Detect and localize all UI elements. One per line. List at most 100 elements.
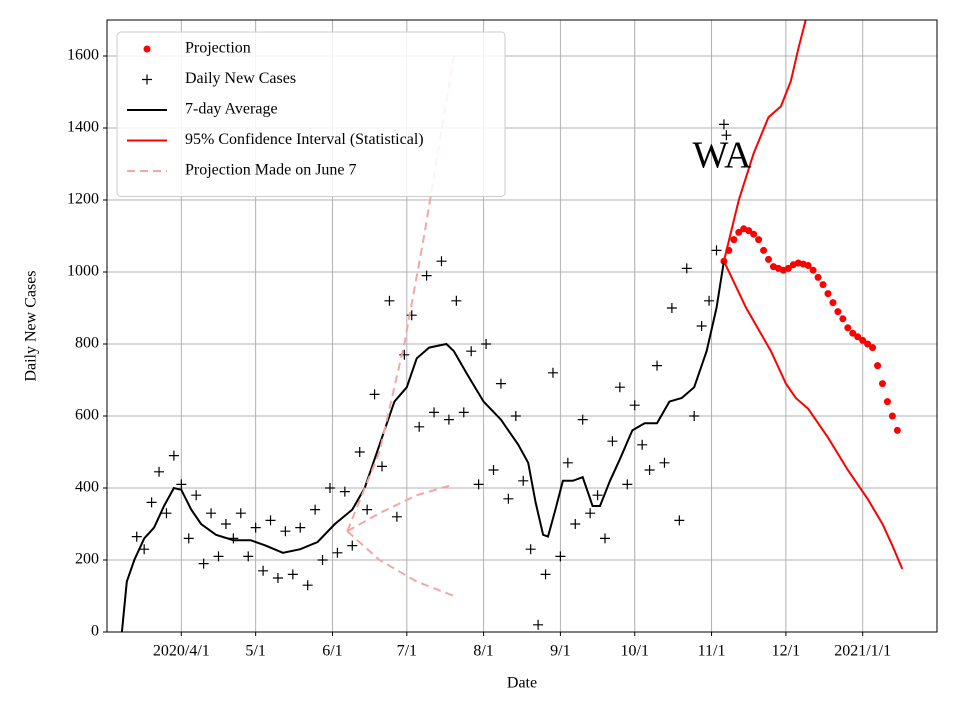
y-tick-label: 1200 [67, 191, 99, 208]
case-marker [681, 263, 692, 274]
case-marker [689, 411, 700, 421]
series-dashed-line [346, 483, 455, 533]
x-tick-label: 11/1 [698, 643, 726, 660]
projection-dot [804, 262, 812, 270]
case-marker [600, 533, 610, 544]
case-marker [711, 245, 722, 256]
case-marker [525, 544, 536, 555]
case-marker [721, 130, 732, 141]
case-marker [317, 555, 328, 565]
case-marker [235, 508, 246, 519]
case-marker [168, 450, 179, 461]
projection-dot [869, 344, 877, 352]
case-marker [473, 479, 484, 490]
case-marker [451, 295, 462, 306]
case-marker [377, 461, 388, 472]
case-marker [577, 414, 588, 425]
x-tick-label: 7/1 [397, 643, 417, 660]
case-marker [198, 558, 209, 569]
case-marker [614, 382, 625, 393]
projection-dot [750, 230, 758, 238]
projection-dot [878, 380, 886, 388]
case-marker [607, 436, 618, 447]
x-tick-label: 2021/1/1 [834, 643, 891, 660]
case-marker [592, 490, 603, 501]
case-marker [406, 310, 417, 321]
case-marker [421, 270, 432, 281]
case-marker [644, 465, 655, 475]
case-marker [295, 522, 306, 533]
x-tick-label: 2020/4/1 [153, 643, 210, 660]
case-marker [339, 486, 350, 497]
case-marker [622, 479, 633, 490]
case-marker [466, 346, 477, 357]
projection-dot [883, 398, 891, 406]
y-tick-label: 1000 [67, 263, 99, 280]
case-marker [332, 547, 343, 558]
case-marker [495, 378, 506, 389]
case-marker [481, 339, 492, 349]
case-marker [324, 483, 335, 493]
case-marker [696, 321, 707, 331]
legend-label: 7-day Average [185, 101, 278, 118]
projection-dot [735, 228, 743, 236]
x-tick-label: 5/1 [245, 643, 265, 660]
projection-dot [829, 299, 837, 307]
legend-label: Projection [185, 40, 251, 57]
case-marker [503, 493, 514, 504]
series-line [120, 261, 725, 632]
projection-dot [834, 308, 842, 316]
case-marker [518, 475, 529, 486]
projection-dot [765, 255, 773, 263]
case-marker [139, 544, 150, 555]
case-marker [354, 447, 365, 457]
case-marker [704, 295, 715, 306]
projection-dot [824, 290, 832, 298]
case-marker [547, 367, 558, 378]
case-marker [652, 360, 663, 371]
case-marker [585, 508, 596, 519]
case-marker [443, 414, 454, 425]
case-marker [555, 551, 566, 562]
case-marker [131, 531, 142, 542]
case-marker [436, 256, 447, 267]
case-marker [243, 551, 254, 562]
case-marker [213, 551, 224, 562]
x-tick-label: 6/1 [322, 643, 342, 660]
projection-dot [893, 426, 901, 434]
legend-label: 95% Confidence Interval (Statistical) [185, 131, 424, 148]
case-marker [280, 526, 291, 537]
case-marker [265, 515, 276, 526]
series-dashed-line [346, 55, 455, 532]
case-marker [666, 303, 677, 313]
case-marker [310, 504, 321, 515]
projection-dot [809, 266, 817, 274]
case-marker [302, 580, 313, 591]
case-marker [429, 407, 440, 418]
projection-dot [859, 336, 867, 344]
projection-dot [760, 246, 768, 254]
projection-dot [888, 412, 896, 420]
projection-dot [844, 324, 852, 332]
legend-box [116, 31, 506, 197]
case-marker [191, 490, 202, 501]
y-tick-label: 600 [75, 407, 99, 424]
legend: Projection Daily New Cases 7-day Average 95… [116, 31, 506, 197]
case-marker [369, 389, 380, 400]
y-tick-label: 1600 [67, 47, 99, 64]
case-marker [391, 511, 402, 522]
y-tick-label: 0 [91, 623, 99, 640]
case-marker [176, 479, 187, 490]
case-marker [384, 295, 395, 306]
legend-label: Projection Made on June 7 [185, 162, 357, 179]
case-marker [161, 508, 172, 519]
case-marker [488, 465, 499, 475]
x-tick-label: 9/1 [550, 643, 570, 660]
case-marker [146, 497, 157, 508]
projection-dot [849, 329, 857, 337]
axes-frame [106, 19, 938, 633]
case-marker [659, 457, 670, 468]
projection-dot [814, 273, 822, 281]
case-marker [458, 407, 469, 418]
case-marker [258, 565, 269, 576]
